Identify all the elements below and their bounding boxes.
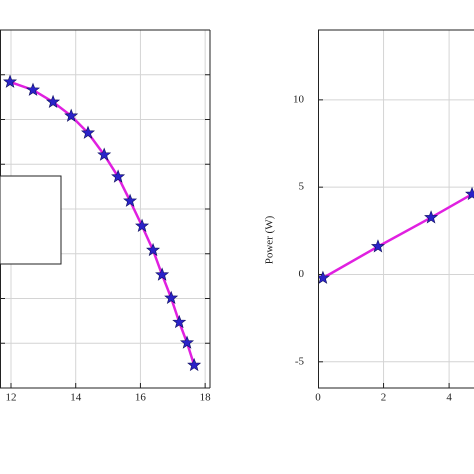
star-marker — [172, 314, 187, 329]
y-tick-label: 0 — [299, 268, 305, 280]
x-tick-label: 2 — [381, 392, 387, 404]
y-tick-label: 5 — [299, 181, 305, 193]
star-marker — [46, 94, 61, 109]
star-marker — [81, 125, 96, 139]
star-marker — [370, 239, 385, 253]
legend-box — [0, 175, 62, 265]
series-line — [322, 193, 473, 280]
star-marker — [187, 357, 202, 372]
star-marker — [424, 210, 439, 224]
star-marker — [97, 147, 112, 161]
x-tick-label: 18 — [200, 392, 212, 404]
y-axis-label: Power (W) — [264, 215, 276, 264]
x-tick-label: 14 — [70, 392, 82, 404]
star-marker — [465, 186, 474, 201]
y-tick-label: -5 — [295, 355, 305, 367]
y-tick-label: 10 — [293, 93, 305, 105]
plot-area — [0, 30, 210, 388]
star-marker — [135, 218, 150, 232]
star-marker — [123, 193, 138, 207]
star-marker — [180, 335, 195, 349]
star-marker — [164, 290, 179, 305]
star-marker — [146, 242, 161, 257]
star-marker — [26, 82, 41, 96]
x-tick-label: 16 — [135, 392, 147, 404]
star-marker — [111, 169, 126, 183]
x-tick-label: 0 — [315, 392, 321, 404]
x-tick-label: 4 — [446, 392, 452, 404]
star-marker — [3, 74, 18, 88]
star-marker — [64, 108, 79, 122]
star-marker — [155, 267, 170, 281]
x-tick-label: 12 — [6, 392, 17, 404]
plot-area — [318, 30, 474, 388]
